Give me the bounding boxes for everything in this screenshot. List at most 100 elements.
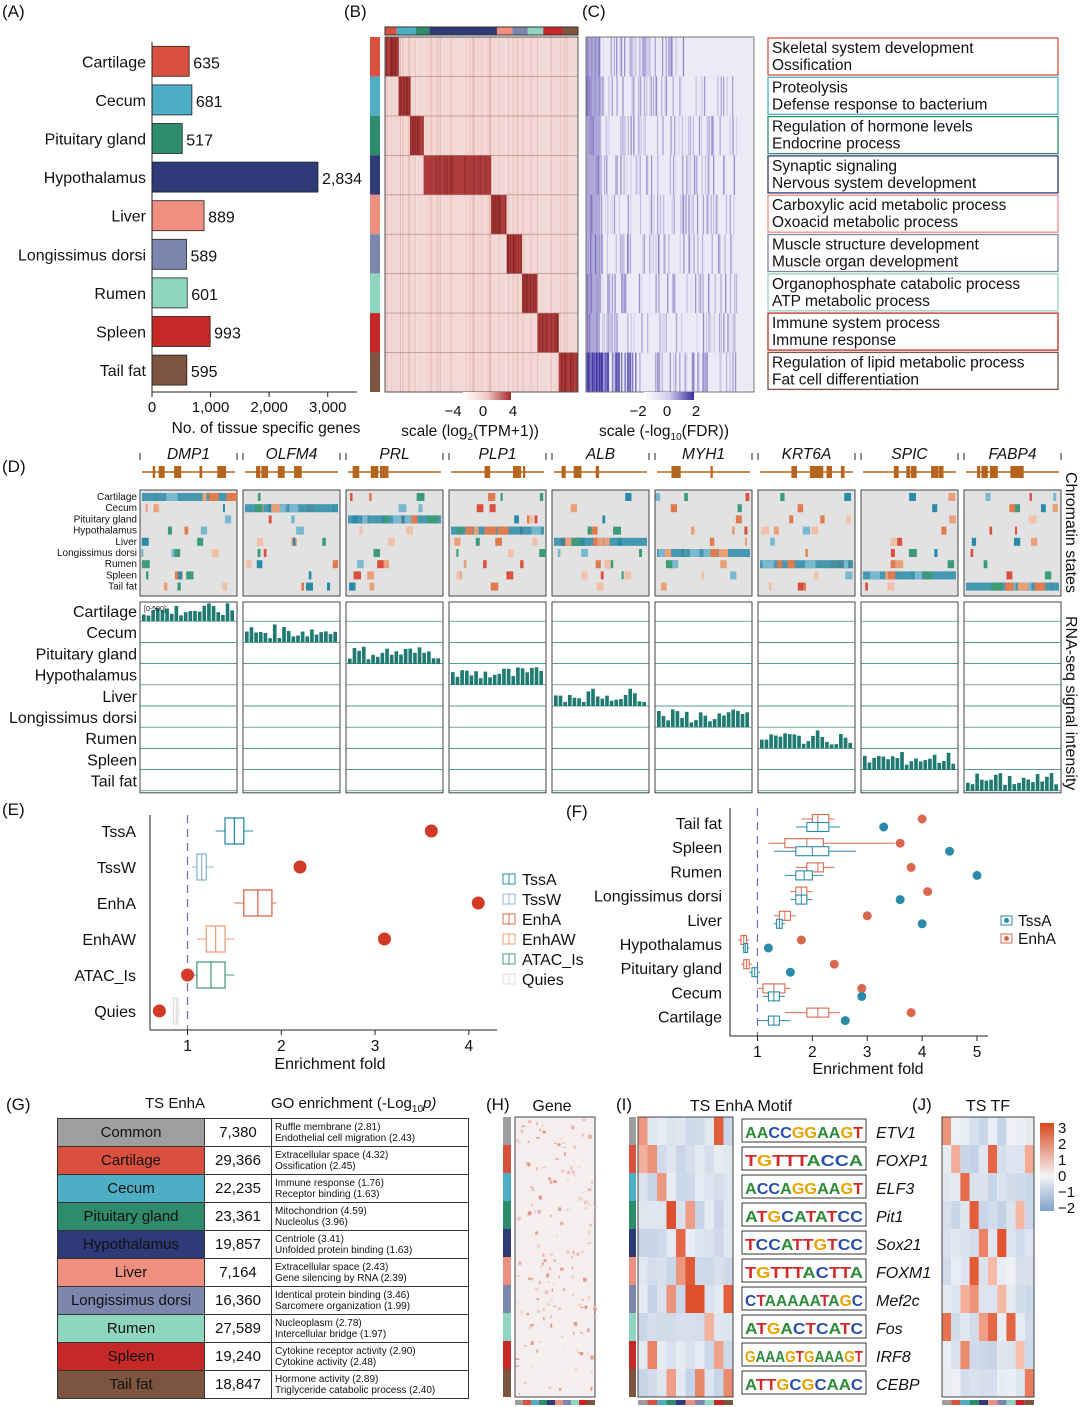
chromatin-state <box>639 549 642 557</box>
heat-i-cell <box>695 1117 705 1145</box>
heat-c-stripe <box>719 313 721 353</box>
signal-bar <box>300 631 305 643</box>
heat-i-cell <box>704 1257 714 1285</box>
heat-c-stripe <box>688 194 690 235</box>
heat-c-stripe <box>608 76 610 116</box>
heat-c-stripe <box>714 273 716 314</box>
side-label-rnaseq: RNA-seq signal intensity <box>1062 616 1079 790</box>
heat-c-stripe <box>686 273 689 314</box>
heat-c-stripe <box>646 155 648 195</box>
go-term-text: Regulation of lipid metabolic process <box>772 354 1025 371</box>
chromatin-row-label: Rumen <box>105 559 137 570</box>
heat-h-cell <box>526 1229 529 1232</box>
signal-row-label: Cecum <box>86 625 137 642</box>
signal-bar <box>506 668 511 685</box>
point-e <box>377 932 391 946</box>
heat-c-stripe <box>710 313 712 353</box>
heat-h-cell <box>576 1252 580 1256</box>
heat-c-stripe <box>732 234 734 274</box>
tick-a-label: 1,000 <box>192 399 230 416</box>
heat-i-cell <box>685 1173 695 1201</box>
heat-c-stripe-dark <box>593 352 596 392</box>
heat-j-cell <box>942 1257 952 1285</box>
table-cell-tissue: Spleen <box>57 1342 205 1371</box>
heat-j-cell <box>951 1145 961 1173</box>
signal-bar <box>511 675 516 685</box>
heat-c-stripe-dark <box>604 352 606 392</box>
strip-i-bottom <box>723 1400 733 1405</box>
signal-bar <box>142 614 146 622</box>
heat-b-block-stripe <box>576 352 578 392</box>
heat-b-block-stripe <box>492 194 494 235</box>
bar-a-value: 2,834 <box>322 171 362 188</box>
heat-j-cell <box>1006 1229 1016 1257</box>
heat-c-stripe <box>637 155 639 195</box>
heat-b-block-stripe <box>408 76 410 116</box>
heat-h-cell <box>583 1199 585 1201</box>
heat-b-stripe <box>475 37 478 392</box>
heat-h-cell <box>566 1250 570 1254</box>
gene-exon <box>199 466 203 478</box>
chromatin-state <box>797 504 804 513</box>
motif-base: G <box>792 1181 805 1198</box>
table-cell-go: Hormone activity (2.89) Triglyceride cata… <box>271 1370 469 1399</box>
signal-bar <box>918 761 923 770</box>
heat-i-cell <box>704 1285 714 1313</box>
heat-c-stripe <box>715 194 717 235</box>
heat-c-stripe <box>727 313 729 353</box>
heat-c-stripe <box>601 273 603 314</box>
heat-i-cell <box>714 1369 724 1397</box>
motif-logo-box <box>741 1202 867 1227</box>
signal-bar <box>900 751 904 770</box>
legend-j-tick: −2 <box>1058 1200 1075 1217</box>
motif-logo: ACCAGGAAGT <box>745 1181 863 1198</box>
strip-b-top <box>415 27 430 35</box>
chromatin-state <box>947 560 955 569</box>
strip-h-left <box>503 1313 511 1341</box>
heat-c-stripe <box>733 194 735 235</box>
heat-i-cell <box>714 1117 724 1145</box>
signal-bar <box>319 632 324 643</box>
heat-h-cell <box>548 1267 551 1271</box>
heat-c-stripe <box>650 194 653 235</box>
strip-h-bottom <box>555 1400 563 1405</box>
heat-j-cell <box>1024 1285 1034 1313</box>
signal-row-label: Cartilage <box>73 604 137 621</box>
table-cell-tissue: Common <box>57 1118 205 1147</box>
heat-c-stripe <box>649 273 651 314</box>
strip-b-left <box>370 115 380 156</box>
signal-bar <box>1026 779 1031 791</box>
heat-b-stripe <box>514 37 516 392</box>
heat-b-stripe <box>436 37 438 392</box>
heat-c-stripe <box>721 313 723 353</box>
heat-j-cell <box>988 1173 998 1201</box>
heat-c-stripe-dark <box>629 352 631 392</box>
signal-panel <box>139 601 238 794</box>
heat-j-cell <box>988 1341 998 1369</box>
heat-c-stripe <box>630 155 632 195</box>
heat-b-block-stripe <box>561 352 563 392</box>
chromatin-state <box>604 560 611 569</box>
strip-b-left <box>370 155 380 195</box>
signal-bar <box>595 696 600 706</box>
heat-i-cell <box>723 1229 733 1257</box>
heat-j-cell <box>960 1341 970 1369</box>
legend-f-key-dot <box>1004 918 1009 923</box>
go-term-1: Nucleoplasm (2.78) <box>275 1317 362 1329</box>
heat-h-cell <box>535 1167 538 1171</box>
signal-bar <box>694 720 698 728</box>
chromatin-state <box>613 526 621 535</box>
heat-j-cell <box>1015 1341 1025 1369</box>
heat-c-stripe <box>659 194 662 235</box>
strip-b-top <box>512 27 528 35</box>
heat-c-stripe-dark <box>589 352 591 392</box>
heat-j-cell <box>942 1229 952 1257</box>
heat-c-stripe <box>610 37 612 77</box>
signal-bar <box>1054 784 1058 791</box>
legend-f-label: TssA <box>1018 913 1052 930</box>
motif-base: C <box>789 1377 802 1394</box>
heat-c-stripe <box>734 313 736 353</box>
heat-h-cell <box>550 1298 553 1303</box>
heat-h-cell <box>541 1124 544 1127</box>
heat-c-stripe <box>704 155 707 195</box>
